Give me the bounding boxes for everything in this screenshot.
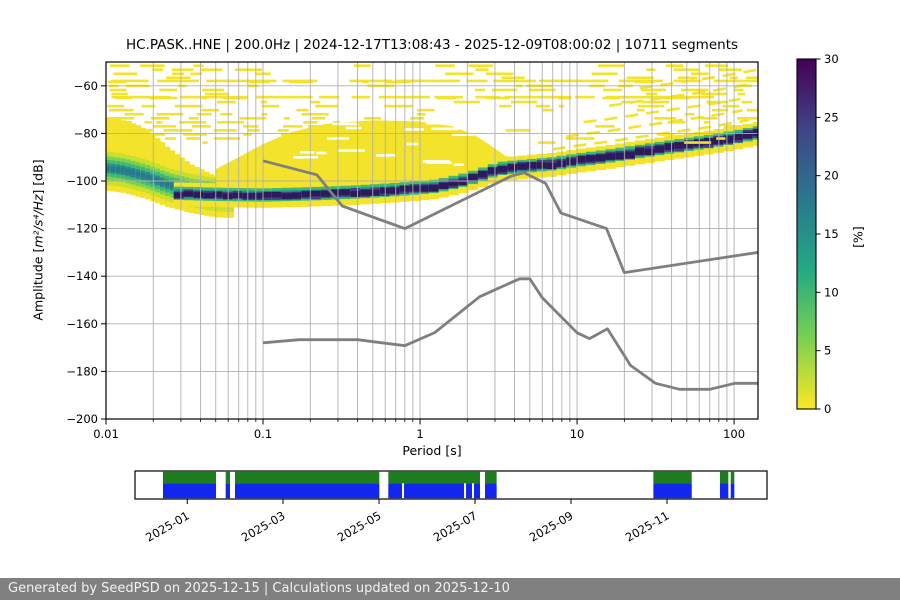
svg-text:1: 1 [416, 427, 423, 441]
svg-text:25: 25 [824, 110, 839, 124]
svg-text:10: 10 [570, 427, 585, 441]
y-axis-label-prefix: Amplitude [ [30, 247, 46, 321]
svg-text:2025-11: 2025-11 [623, 508, 672, 544]
svg-text:2025-01: 2025-01 [143, 508, 192, 544]
ppsd-heatmap [106, 64, 758, 218]
svg-text:30: 30 [824, 52, 839, 66]
svg-text:2025-05: 2025-05 [335, 508, 384, 544]
svg-text:2025-07: 2025-07 [431, 508, 480, 544]
footer-bar: Generated by SeedPSD on 2025-12-15 | Cal… [0, 578, 900, 600]
svg-text:5: 5 [824, 344, 831, 358]
chart-title: HC.PASK..HNE | 200.0Hz | 2024-12-17T13:0… [125, 37, 739, 53]
y-axis-label: Amplitude [m²/s⁴/Hz] [dB] [31, 159, 46, 320]
y-axis-label-units: m²/s⁴/Hz [30, 194, 46, 248]
y-axis-label-suffix: ] [dB] [30, 159, 46, 195]
svg-text:0: 0 [824, 402, 831, 416]
svg-text:−80: −80 [74, 126, 98, 140]
availability-timeline: 2025-01 2025-03 2025-05 2025-07 2025-09 2025-… [134, 470, 768, 545]
colorbar-label: [%] [850, 226, 866, 248]
svg-text:2025-09: 2025-09 [527, 508, 576, 544]
svg-text:−100: −100 [66, 174, 98, 188]
svg-text:10: 10 [824, 285, 839, 299]
svg-text:−200: −200 [66, 412, 98, 426]
svg-text:100: 100 [723, 427, 745, 441]
x-axis-label: Period [s] [402, 443, 462, 458]
grid-lines [105, 62, 758, 420]
svg-text:20: 20 [824, 169, 839, 183]
footer-text: Generated by SeedPSD on 2025-12-15 | Cal… [8, 581, 510, 596]
svg-text:−140: −140 [66, 269, 98, 283]
svg-text:15: 15 [824, 227, 839, 241]
noise-model-lines [262, 159, 758, 391]
svg-text:−120: −120 [66, 222, 98, 236]
svg-text:−180: −180 [66, 364, 98, 378]
svg-text:0.1: 0.1 [254, 427, 272, 441]
svg-text:0.01: 0.01 [93, 427, 119, 441]
svg-text:−160: −160 [66, 317, 98, 331]
colorbar: 0 5 10 15 20 25 30 [796, 52, 839, 416]
svg-text:−60: −60 [74, 79, 98, 93]
svg-text:2025-03: 2025-03 [239, 508, 288, 544]
